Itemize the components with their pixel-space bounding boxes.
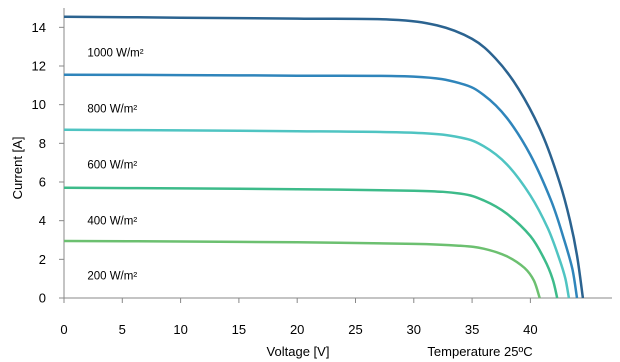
y-tick-label: 2: [39, 252, 46, 267]
curve-labels: 1000 W/m² 800 W/m² 600 W/m² 400 W/m² 200 W/m…: [87, 47, 143, 282]
curve-label: 800 W/m²: [87, 103, 137, 115]
series-line-200-wm2: [63, 239, 541, 299]
temperature-annotation: Temperature 25ºC: [427, 344, 532, 359]
x-tick-label: 40: [523, 322, 537, 337]
x-tick-label: 25: [348, 322, 362, 337]
y-tick-label: 8: [39, 136, 46, 151]
x-tick-label: 35: [465, 322, 479, 337]
curve-label: 600 W/m²: [87, 159, 137, 171]
x-axis-label: Voltage [V]: [267, 344, 330, 359]
y-tick-label: 10: [32, 97, 46, 112]
series-group: [63, 15, 585, 299]
y-tick-label: 0: [39, 291, 46, 306]
x-tick-label: 15: [232, 322, 246, 337]
x-tick-label: 5: [119, 322, 126, 337]
curve-label: 200 W/m²: [87, 271, 137, 283]
y-tick-label: 4: [39, 213, 46, 228]
curve-label: 1000 W/m²: [87, 47, 143, 59]
series-line-600-wm2: [63, 128, 571, 299]
series-line-800-wm2: [63, 73, 579, 299]
x-tick-label: 30: [407, 322, 421, 337]
x-tick-label: 10: [173, 322, 187, 337]
y-tick-label: 14: [32, 20, 46, 35]
series-line-400-wm2: [63, 186, 559, 299]
y-tick-label: 12: [32, 59, 46, 74]
curve-label: 400 W/m²: [87, 216, 137, 228]
axes: 0 5 10 15 20 25 30 35 40 0 2 4 6 8 10 12 14: [32, 8, 612, 337]
x-tick-label: 0: [60, 322, 67, 337]
x-tick-label: 20: [290, 322, 304, 337]
y-axis-label: Current [A]: [10, 137, 25, 200]
series-line-1000-wm2: [63, 15, 585, 299]
y-tick-label: 6: [39, 175, 46, 190]
